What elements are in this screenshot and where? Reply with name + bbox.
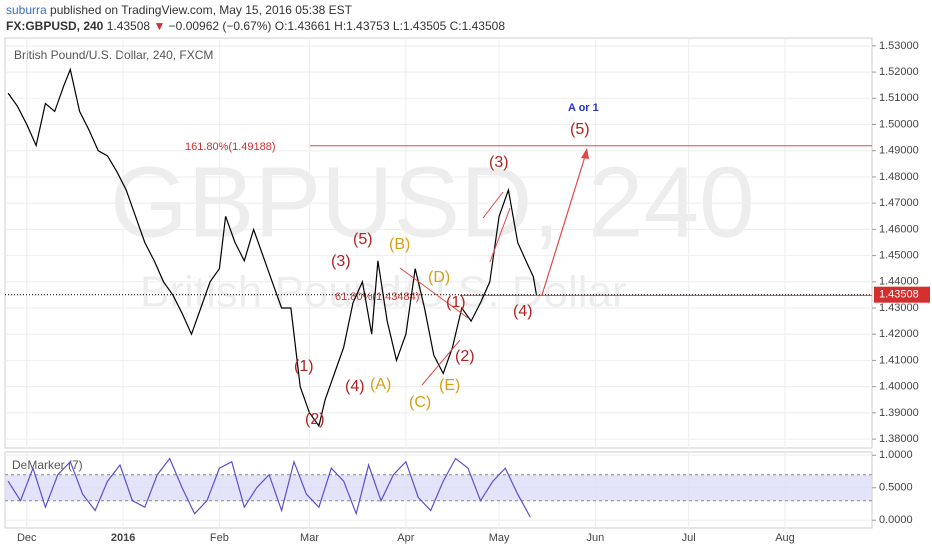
plot-frame (4, 37, 873, 449)
x-tick-label: Jun (587, 532, 605, 544)
wave-label: (2) (305, 411, 325, 428)
symbol: FX:GBPUSD, 240 (6, 19, 104, 33)
x-tick-label: Aug (775, 532, 795, 544)
arrow-line (541, 149, 588, 296)
wave-label: (3) (331, 253, 351, 270)
wave-label: (3) (489, 154, 509, 171)
low: L:1.43505 (392, 19, 447, 33)
y-tick-label: 1.50000 (879, 118, 919, 130)
price: 1.43508 (106, 19, 151, 33)
y-tick-label: 1.0000 (879, 449, 913, 461)
y-tick-label: 1.48000 (879, 171, 919, 183)
header-line: FX:GBPUSD, 240 1.43508 ▼ −0.00962 (−0.67… (6, 18, 505, 34)
indicator-title: DeMarker (7) (12, 458, 83, 472)
user[interactable]: suburra (6, 3, 47, 17)
y-tick-label: 0.5000 (879, 482, 913, 494)
annotations: A or 1 (5) (3) (5) (B) (3) (D) (1) (4) (… (294, 102, 599, 428)
watermark: GBPUSD, 240 (110, 146, 755, 258)
y-tick-label: 1.44000 (879, 276, 919, 288)
y-tick-label: 1.52000 (879, 66, 919, 78)
x-tick-label: Feb (210, 532, 229, 544)
open: O:1.43661 (274, 19, 331, 33)
y-tick-label: 1.38000 (879, 433, 919, 445)
y-tick-label: 1.40000 (879, 381, 919, 393)
y-tick-label: 0.0000 (879, 514, 913, 526)
y-tick-label: 1.46000 (879, 223, 919, 235)
y-tick-label: 1.53000 (879, 40, 919, 52)
y-tick-label: 1.42000 (879, 328, 919, 340)
fib-label: 61.80%(1.43484) (335, 291, 419, 303)
high: H:1.43753 (334, 19, 390, 33)
x-tick-label: 2016 (111, 532, 135, 544)
x-tick-label: Dec (17, 532, 37, 544)
wave-label: (E) (439, 377, 460, 394)
wave-label: (5) (353, 231, 373, 248)
fib-label: 161.80%(1.49188) (185, 141, 276, 153)
price-line (7, 457, 531, 518)
y-tick-label: 1.41000 (879, 354, 919, 366)
wave-label: (C) (409, 394, 431, 411)
y-tick-label: 1.49000 (879, 145, 919, 157)
change: −0.00962 (−0.67%) (168, 19, 272, 33)
header-line: suburra published on TradingView.com, Ma… (6, 2, 505, 18)
band (5, 474, 872, 501)
x-tick-label: Mar (300, 532, 319, 544)
wave-label: (4) (345, 378, 365, 395)
wave-label: (1) (294, 358, 314, 375)
price-line (7, 67, 537, 428)
wave-label: (A) (370, 376, 391, 393)
x-tick-label: Jul (682, 532, 696, 544)
wave-label: (D) (428, 269, 450, 286)
last-price-tag (874, 286, 930, 303)
close: C:1.43508 (449, 19, 506, 33)
x-tick-label: May (489, 532, 510, 544)
wave-label: (1) (446, 294, 466, 311)
y-tick-label: 1.39000 (879, 407, 919, 419)
x-tick-label: Apr (397, 532, 414, 544)
wave-label: (B) (389, 236, 410, 253)
published: published on TradingView.com, May 15, 20… (50, 3, 352, 17)
y-tick-label: 1.47000 (879, 197, 919, 209)
chart-title: British Pound/U.S. Dollar, 240, FXCM (14, 48, 213, 62)
wave-label: (5) (570, 121, 590, 138)
arrow: ▼ (153, 19, 166, 33)
y-tick-label: 1.45000 (879, 249, 919, 261)
header: suburra published on TradingView.com, Ma… (6, 2, 505, 34)
last-price-label: 1.43508 (879, 289, 919, 301)
arrow-head (581, 148, 589, 159)
wave-line (399, 191, 511, 386)
wave-label: (4) (513, 303, 533, 320)
y-tick-label: 1.43000 (879, 302, 919, 314)
wave-label: (2) (455, 348, 475, 365)
wave-label: A or 1 (568, 102, 599, 114)
y-tick-label: 1.51000 (879, 92, 919, 104)
